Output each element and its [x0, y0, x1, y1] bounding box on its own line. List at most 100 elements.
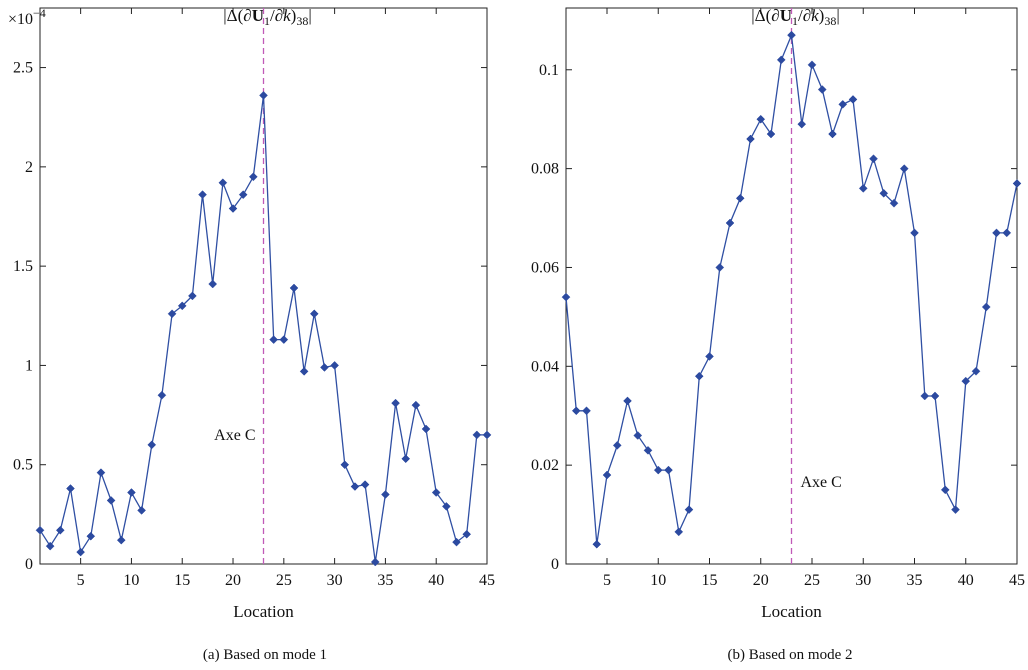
- chart1-data-point: [238, 190, 248, 200]
- chart1-data-point: [421, 424, 431, 434]
- chart2-title-sub1: 1: [792, 14, 798, 28]
- chart1-data-point: [167, 309, 177, 319]
- chart2-data-point: [756, 114, 766, 124]
- chart2-title-sub2: 38: [824, 14, 836, 28]
- chart2-data-point: [807, 60, 817, 70]
- chart1-scale-label: ×10−4: [8, 6, 46, 28]
- chart1-data-point: [96, 468, 106, 478]
- chart2-y-tick-label: 0.02: [531, 457, 559, 474]
- chart1-data-point: [218, 178, 228, 188]
- chart2-x-tick-label: 15: [702, 572, 718, 589]
- chart1-data-point: [188, 291, 197, 301]
- chart1-data-point: [208, 279, 218, 289]
- chart2-x-tick-label: 5: [603, 572, 611, 589]
- chart2-data-point: [848, 95, 858, 104]
- chart1-data-point: [381, 490, 390, 499]
- chart2-data-point: [869, 154, 878, 164]
- chart2-x-tick-label: 10: [650, 572, 666, 589]
- chart1-title-sub2: 38: [296, 14, 308, 28]
- chart1-data-point: [452, 537, 461, 547]
- chart2-data-point: [725, 218, 735, 228]
- chart2-title: |Δ(∂U1/∂k)38|: [751, 6, 839, 28]
- chart1-data-point: [299, 367, 309, 376]
- chart1-scale-base: ×10: [8, 11, 33, 28]
- chart2-data-point: [746, 134, 755, 144]
- chart1-data-point: [116, 535, 126, 545]
- chart2-data-point: [992, 228, 1001, 238]
- chart1-x-tick-label: 25: [276, 572, 292, 589]
- chart1-data-point: [411, 400, 421, 410]
- chart1-data-point: [431, 488, 441, 497]
- chart2-title-mid: /∂: [798, 6, 811, 25]
- chart2-x-tick-label: 35: [907, 572, 923, 589]
- chart1-data-point: [55, 525, 65, 535]
- chart1-y-tick-label: 1.5: [13, 258, 33, 275]
- chart1-title-mid: /∂: [270, 6, 283, 25]
- chart2-title-close: ): [819, 6, 825, 25]
- chart2-data-point: [571, 406, 581, 416]
- chart1-data-point: [177, 301, 187, 311]
- chart1-data-point: [279, 335, 289, 344]
- chart2-data-point: [602, 470, 612, 480]
- chart2-data-point: [633, 431, 643, 440]
- chart1-data-point: [289, 283, 299, 293]
- chart1-y-tick-label: 2.5: [13, 60, 33, 77]
- chart2-x-tick-label: 25: [804, 572, 820, 589]
- chart1-y-tick-label: 0: [25, 556, 33, 573]
- chart1-data-point: [401, 454, 411, 464]
- chart2-data-point: [561, 292, 571, 302]
- chart1-data-point: [442, 502, 451, 511]
- chart2-data-point: [920, 391, 930, 401]
- chart1-title-bold: U: [252, 6, 264, 25]
- chart1-data-point: [462, 529, 472, 539]
- chart2-x-axis-label: Location: [761, 602, 822, 621]
- chart1-caption: (a) Based on mode 1: [203, 647, 327, 663]
- chart2-data-point: [787, 30, 796, 40]
- chart2-data-point: [735, 193, 745, 203]
- chart2-data-point: [1012, 179, 1022, 188]
- chart2-data-point: [715, 263, 725, 272]
- chart2-y-tick-label: 0.08: [531, 161, 559, 178]
- chart1-data-point: [360, 480, 370, 489]
- chart2-title-end: |: [836, 6, 839, 25]
- chart1-data-point: [86, 531, 96, 541]
- chart1-data-point: [330, 361, 339, 370]
- chart2-data-point: [582, 406, 591, 416]
- chart2-data-point: [828, 129, 837, 139]
- chart2-data-point: [694, 371, 704, 381]
- chart1-title-italic: k: [283, 6, 291, 25]
- chart2-data-point: [858, 184, 868, 193]
- chart2-x-tick-label: 30: [855, 572, 871, 589]
- chart2-data-point: [889, 198, 899, 208]
- chart1-data-point: [66, 484, 75, 493]
- chart1-data-point: [137, 506, 146, 515]
- chart2-data-point: [930, 391, 940, 401]
- chart2-x-tick-label: 20: [753, 572, 769, 589]
- chart1-x-tick-label: 5: [77, 572, 85, 589]
- chart1-title-open: |Δ(∂: [223, 6, 251, 25]
- chart2-data-point: [1002, 228, 1012, 238]
- chart2-data-point: [684, 505, 694, 514]
- chart1-data-point: [35, 525, 45, 535]
- chart2-title-bold: U: [780, 6, 792, 25]
- chart1-data-point: [198, 190, 207, 200]
- chart2-y-tick-label: 0.06: [531, 259, 559, 276]
- chart2-data-point: [838, 100, 848, 109]
- chart1-data-point: [472, 430, 482, 440]
- chart1-data-point: [248, 172, 258, 182]
- chart2-x-tick-label: 40: [958, 572, 974, 589]
- chart2-axe-c-label: Axe C: [801, 474, 842, 491]
- chart1-x-tick-label: 30: [327, 572, 343, 589]
- chart2-data-point: [776, 55, 786, 65]
- chart1-y-tick-label: 2: [25, 159, 33, 176]
- chart2-data-point: [961, 376, 971, 386]
- chart2-data-point: [910, 228, 919, 238]
- chart1-data-point: [391, 398, 400, 408]
- chart1-data-point: [127, 488, 136, 497]
- chart2-y-tick-label: 0.1: [539, 62, 559, 79]
- chart2-data-point: [797, 119, 807, 129]
- chart1-x-tick-label: 20: [225, 572, 241, 589]
- chart1-x-tick-label: 10: [123, 572, 139, 589]
- chart2-data-point: [981, 302, 991, 312]
